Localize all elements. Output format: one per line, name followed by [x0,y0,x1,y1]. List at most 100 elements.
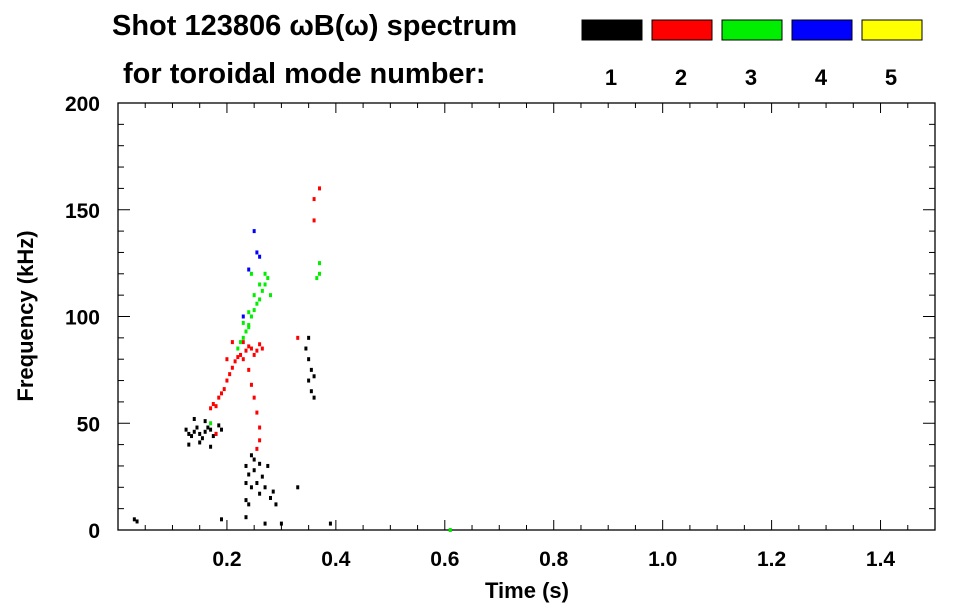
data-point-mode-1 [203,419,207,424]
legend-swatch-4 [791,19,853,41]
data-point-mode-2 [255,446,259,451]
data-point-mode-3 [269,293,273,298]
legend-label-5: 5 [885,65,897,90]
x-tick-labels: 0.2 0.4 0.6 0.8 1.0 1.2 1.4 [212,548,895,571]
x-tick-label: 1.2 [757,548,786,571]
data-point-mode-1 [195,425,199,430]
data-point-mode-1 [206,425,210,430]
data-point-mode-3 [247,310,251,315]
x-axis-label: Time (s) [485,578,569,603]
data-point-mode-2 [312,197,316,202]
y-tick-labels: 0 50 100 150 200 [65,93,100,543]
data-point-mode-1 [244,498,248,503]
data-point-mode-2 [228,372,232,377]
data-point-mode-2 [252,352,256,357]
data-point-mode-2 [244,348,248,353]
data-point-mode-3 [260,288,264,293]
data-point-mode-1 [258,461,262,466]
data-point-mode-1 [312,395,316,400]
data-point-mode-1 [190,434,194,439]
y-axis-label: Frequency (kHz) [13,230,38,401]
data-point-mode-1 [263,521,267,526]
data-point-mode-4 [252,229,256,234]
data-point-mode-2 [214,404,218,409]
data-point-mode-1 [244,481,248,486]
data-point-mode-1 [328,521,332,526]
data-point-mode-2 [249,382,253,387]
data-point-mode-3 [241,335,245,340]
data-point-mode-1 [187,442,191,447]
data-point-mode-1 [211,434,215,439]
x-tick-label: 0.8 [539,548,569,571]
data-point-mode-4 [258,254,262,259]
data-point-mode-3 [241,320,245,325]
data-point-mode-4 [241,314,245,319]
data-point-mode-1 [271,489,275,494]
data-point-mode-3 [252,308,256,313]
data-point-mode-3 [318,261,322,266]
data-point-mode-1 [307,357,311,362]
chart-title: Shot 123806 ωB(ω) spectrum [112,10,517,42]
data-point-mode-1 [198,440,202,445]
data-point-mode-3 [239,340,243,345]
legend-swatch-1 [581,19,643,41]
data-point-mode-1 [132,517,136,522]
data-point-mode-1 [260,474,264,479]
data-point-mode-1 [304,346,308,351]
legend-swatch-3 [721,19,783,41]
data-point-mode-3 [209,421,213,426]
x-tick-label: 0.4 [321,548,351,571]
data-point-mode-2 [258,342,262,347]
data-point-mode-1 [263,485,267,490]
y-tick-label: 150 [65,200,100,223]
data-point-mode-3 [247,325,251,330]
data-point-mode-2 [312,218,316,223]
data-point-mode-2 [255,348,259,353]
data-point-mode-1 [192,429,196,434]
data-point-mode-1 [279,521,283,526]
plot-frame [117,102,936,531]
data-point-mode-1 [187,431,191,436]
data-point-mode-2 [219,391,223,396]
data-point-mode-2 [258,425,262,430]
data-point-mode-1 [274,502,278,507]
data-point-mode-3 [448,528,452,532]
data-point-mode-2 [258,438,262,443]
data-point-mode-3 [258,282,262,287]
data-point-mode-3 [252,293,256,298]
legend-label-2: 2 [675,65,687,90]
data-point-mode-2 [233,359,237,364]
data-point-mode-2 [241,340,245,345]
data-point-mode-2 [211,402,215,407]
legend-label-1: 1 [605,65,617,90]
data-point-mode-3 [263,282,267,287]
data-point-mode-1 [219,427,223,432]
data-point-mode-3 [236,346,240,351]
data-point-mode-4 [255,250,259,255]
data-point-mode-1 [209,444,213,449]
data-point-mode-3 [263,271,267,276]
x-tick-label: 1.4 [866,548,896,571]
data-points [132,186,452,532]
data-point-mode-2 [249,346,253,351]
data-point-mode-3 [249,314,253,319]
data-point-mode-2 [247,344,251,349]
data-point-mode-2 [318,186,322,191]
x-tick-label: 0.2 [212,548,241,571]
data-point-mode-3 [318,271,322,276]
data-point-mode-2 [225,378,229,383]
data-point-mode-2 [252,395,256,400]
data-point-mode-2 [230,365,234,370]
data-point-mode-2 [239,352,243,357]
data-point-mode-2 [236,355,240,360]
data-point-mode-2 [225,357,229,362]
chart-subtitle: for toroidal mode number: [123,58,486,90]
data-point-mode-1 [307,335,311,340]
data-point-mode-1 [219,517,223,522]
y-tick-label: 50 [77,413,100,436]
data-point-mode-1 [269,495,273,500]
legend-label-4: 4 [815,65,828,90]
data-point-mode-1 [249,485,253,490]
legend-swatch-5 [861,19,923,41]
data-point-mode-3 [258,297,262,302]
